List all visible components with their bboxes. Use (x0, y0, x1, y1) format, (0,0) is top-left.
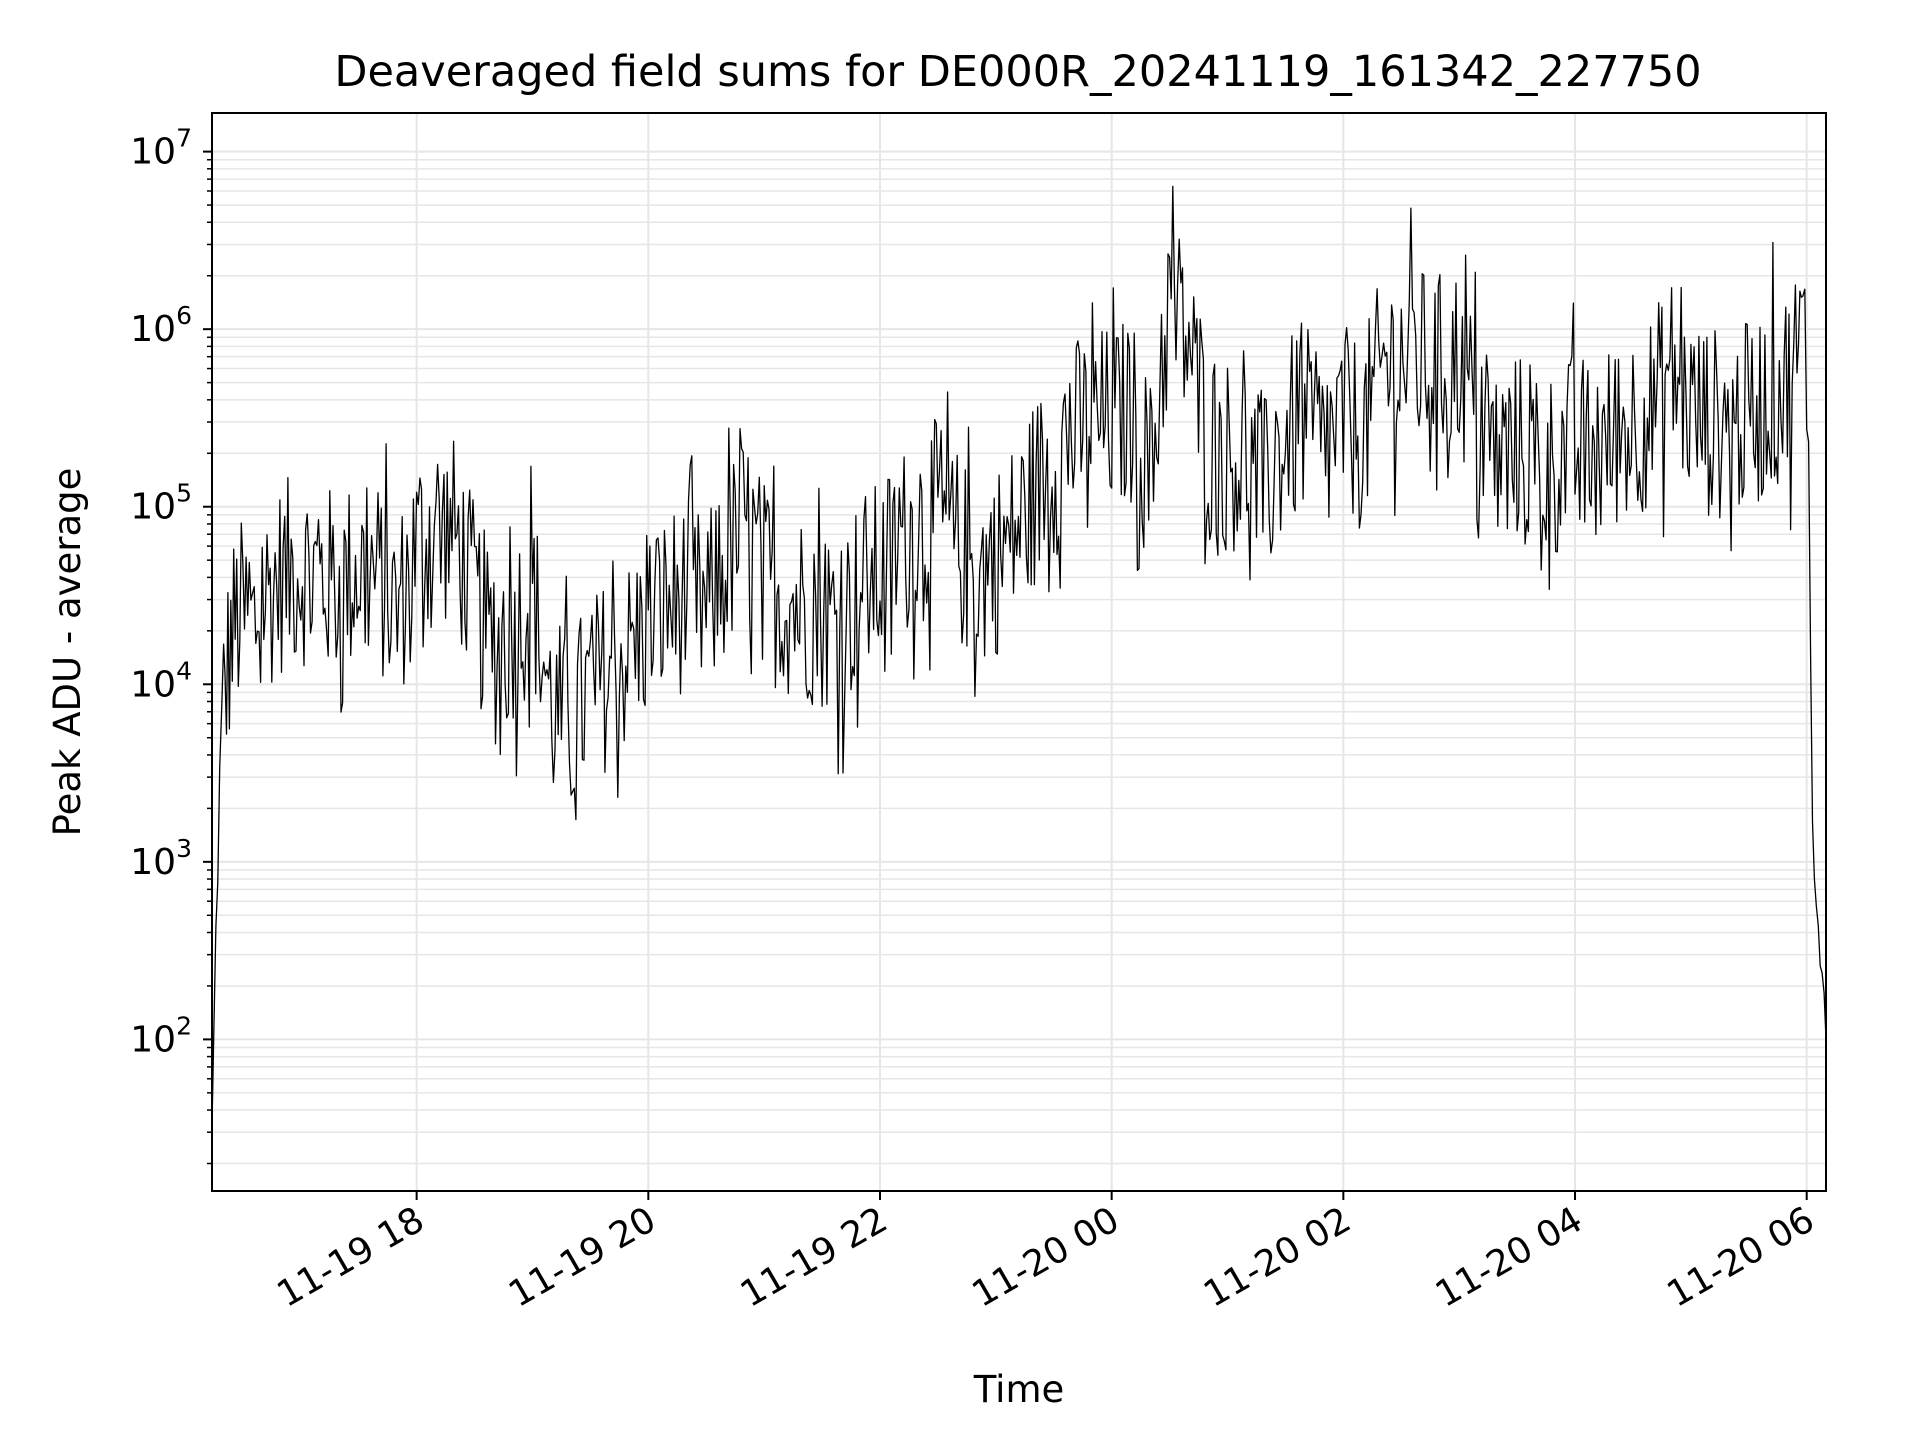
grid (212, 113, 1826, 1191)
y-tick-base: 10 (130, 132, 176, 173)
series-layer (211, 185, 1827, 1127)
y-tick-exponent: 6 (176, 301, 192, 330)
y-tick-base: 10 (130, 664, 176, 705)
plot-frame (211, 112, 1827, 1192)
x-axis-label: Time (973, 1368, 1065, 1411)
y-tick-exponent: 3 (176, 834, 192, 863)
y-axis-label: Peak ADU - average (46, 468, 89, 837)
y-tick-exponent: 7 (176, 124, 192, 153)
y-tick-label: 105 (130, 479, 192, 528)
y-tick-base: 10 (130, 309, 176, 350)
y-tick-exponent: 5 (176, 479, 192, 508)
y-tick-label: 102 (130, 1011, 192, 1060)
y-tick-base: 10 (130, 487, 176, 528)
y-tick-label: 104 (130, 656, 192, 705)
y-tick-base: 10 (130, 842, 176, 883)
y-tick-label: 103 (130, 834, 192, 883)
y-tick-base: 10 (130, 1019, 176, 1060)
chart-title: Deaveraged field sums for DE000R_2024111… (334, 47, 1701, 97)
y-tick-label: 107 (130, 124, 192, 173)
y-tick-exponent: 2 (176, 1011, 192, 1040)
y-tick-exponent: 4 (176, 656, 192, 685)
y-tick-label: 106 (130, 301, 192, 350)
series-line (211, 185, 1827, 1127)
